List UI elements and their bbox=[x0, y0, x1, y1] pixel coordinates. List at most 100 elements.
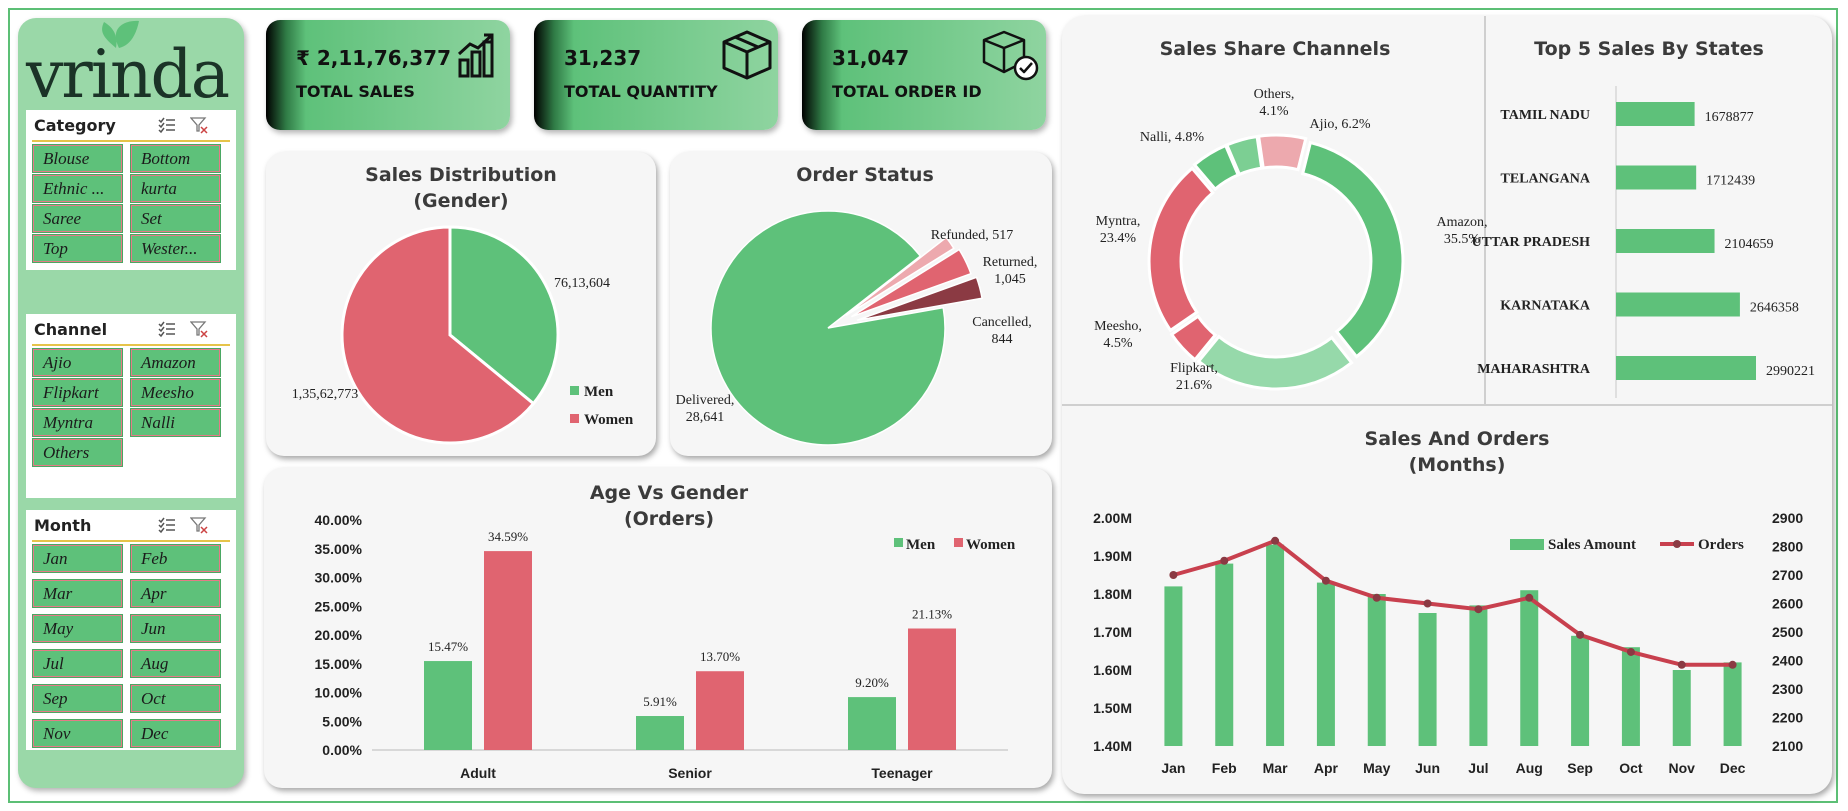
slicer-chip[interactable]: Amazon bbox=[130, 348, 221, 377]
slicer-chip[interactable]: Meesho bbox=[130, 378, 221, 407]
pie-slice bbox=[856, 276, 983, 322]
tick-label: TAMIL NADU bbox=[1500, 108, 1590, 123]
data-label: Ajio, 6.2% bbox=[1309, 117, 1370, 132]
tick-label: Mar bbox=[1263, 760, 1288, 776]
donut-slice bbox=[1256, 133, 1308, 172]
slicer-chip[interactable]: Oct bbox=[130, 684, 221, 713]
category-slicer-title: Category bbox=[34, 116, 116, 135]
slicer-chip[interactable]: Mar bbox=[32, 579, 123, 608]
tick-label: Feb bbox=[1212, 760, 1237, 776]
legend-swatch bbox=[1510, 539, 1544, 550]
data-label: Returned, 1,045 bbox=[983, 255, 1038, 287]
bar-chart-icon bbox=[456, 32, 500, 85]
multi-select-icon[interactable] bbox=[158, 320, 176, 338]
multi-select-icon[interactable] bbox=[158, 516, 176, 534]
data-label: 13.70% bbox=[700, 649, 740, 664]
clear-filter-icon[interactable] bbox=[189, 320, 208, 338]
tick-label: UTTAR PRADESH bbox=[1472, 235, 1590, 250]
data-label: 1678877 bbox=[1705, 110, 1754, 125]
slicer-chip[interactable]: Apr bbox=[130, 579, 221, 608]
tick-label: 35.00% bbox=[315, 541, 363, 557]
tick-label: 2300 bbox=[1772, 681, 1803, 697]
line-series bbox=[1172, 538, 1733, 667]
bar bbox=[1418, 613, 1437, 746]
data-label: 9.20% bbox=[855, 675, 889, 690]
line-point bbox=[1576, 630, 1585, 639]
kpi-value: 31,047 bbox=[832, 46, 910, 70]
tick-label: 1.40M bbox=[1093, 738, 1132, 754]
bar bbox=[1571, 635, 1590, 746]
age-gender-title: Age Vs Gender (Orders) bbox=[264, 480, 1074, 532]
slicer-chip[interactable]: Jun bbox=[130, 614, 221, 643]
kpi-value: 31,237 bbox=[564, 46, 642, 70]
bar bbox=[1367, 594, 1386, 746]
slicer-chip[interactable]: Blouse bbox=[32, 144, 123, 173]
slicer-chip[interactable]: Jan bbox=[32, 544, 123, 573]
slicer-chip[interactable]: Myntra bbox=[32, 408, 123, 437]
legend-label: Men bbox=[906, 537, 936, 553]
data-label: Myntra, 23.4% bbox=[1096, 214, 1141, 246]
tick-label: 1.90M bbox=[1093, 548, 1132, 564]
leaf-icon bbox=[44, 18, 139, 48]
chart-title: Sales Distribution bbox=[365, 164, 557, 186]
kpi-total-quantity: 31,237 TOTAL QUANTITY bbox=[534, 20, 778, 130]
slicer-chip[interactable]: Dec bbox=[130, 719, 221, 748]
tick-label: Aug bbox=[1516, 760, 1543, 776]
kpi-label: TOTAL QUANTITY bbox=[564, 82, 718, 101]
slicer-chip[interactable]: Saree bbox=[32, 204, 123, 233]
slicer-chip[interactable]: Bottom bbox=[130, 144, 221, 173]
bar bbox=[484, 551, 532, 750]
slicer-chip[interactable]: Wester... bbox=[130, 234, 221, 263]
clear-filter-icon[interactable] bbox=[189, 116, 208, 134]
pie-slice bbox=[710, 210, 946, 446]
slicer-chip[interactable]: kurta bbox=[130, 174, 221, 203]
tick-label: 1.70M bbox=[1093, 624, 1132, 640]
month-slicer: Month Jan Feb Mar Apr May Jun Jul Aug Se… bbox=[26, 510, 236, 750]
bar bbox=[1616, 165, 1697, 190]
pie-slice bbox=[845, 236, 955, 317]
multi-select-icon[interactable] bbox=[158, 116, 176, 134]
line-point bbox=[1321, 576, 1330, 585]
slicer-chip[interactable]: Aug bbox=[130, 649, 221, 678]
slicer-chip[interactable]: Others bbox=[32, 438, 123, 467]
line-point bbox=[1677, 660, 1686, 669]
slicer-chip[interactable]: Ethnic ... bbox=[32, 174, 123, 203]
brand-logo: vrinda bbox=[26, 36, 230, 113]
slicer-chip[interactable]: Nov bbox=[32, 719, 123, 748]
chart-subtitle: (Months) bbox=[1408, 454, 1506, 476]
bar bbox=[908, 628, 956, 750]
tick-label: 5.00% bbox=[322, 713, 362, 729]
bar bbox=[1723, 662, 1742, 746]
line-point bbox=[1525, 593, 1534, 602]
data-label: Delivered, 28,641 bbox=[676, 393, 735, 425]
slicer-chip[interactable]: Feb bbox=[130, 544, 221, 573]
slicer-chip[interactable]: May bbox=[32, 614, 123, 643]
data-label: 2990221 bbox=[1766, 364, 1815, 379]
tick-label: MAHARASHTRA bbox=[1477, 362, 1591, 377]
bar bbox=[696, 671, 744, 750]
legend-label: Men bbox=[584, 384, 614, 400]
donut-slice bbox=[1196, 334, 1354, 391]
pie-slice bbox=[448, 225, 560, 406]
channels-chart-title: Sales Share Channels bbox=[1159, 38, 1391, 60]
clear-filter-icon[interactable] bbox=[189, 516, 208, 534]
bar bbox=[1616, 356, 1756, 380]
donut-slice bbox=[1300, 140, 1405, 359]
tick-label: Adult bbox=[460, 765, 496, 781]
slicer-chip[interactable]: Jul bbox=[32, 649, 123, 678]
tick-label: 20.00% bbox=[315, 627, 363, 643]
divider bbox=[1062, 404, 1832, 406]
slicer-chip[interactable]: Flipkart bbox=[32, 378, 123, 407]
channel-slicer: Channel Ajio Amazon Flipkart Meesho Mynt… bbox=[26, 314, 236, 498]
tick-label: 2600 bbox=[1772, 596, 1803, 612]
kpi-value: ₹ 2,11,76,377 bbox=[296, 46, 451, 70]
chart-subtitle: (Orders) bbox=[623, 508, 715, 530]
slicer-chip[interactable]: Ajio bbox=[32, 348, 123, 377]
bar bbox=[1164, 586, 1183, 746]
slicer-chip[interactable]: Nalli bbox=[130, 408, 221, 437]
line-point bbox=[1626, 647, 1635, 656]
slicer-chip[interactable]: Set bbox=[130, 204, 221, 233]
gender-chart-title: Sales Distribution (Gender) bbox=[266, 162, 656, 214]
slicer-chip[interactable]: Sep bbox=[32, 684, 123, 713]
slicer-chip[interactable]: Top bbox=[32, 234, 123, 263]
